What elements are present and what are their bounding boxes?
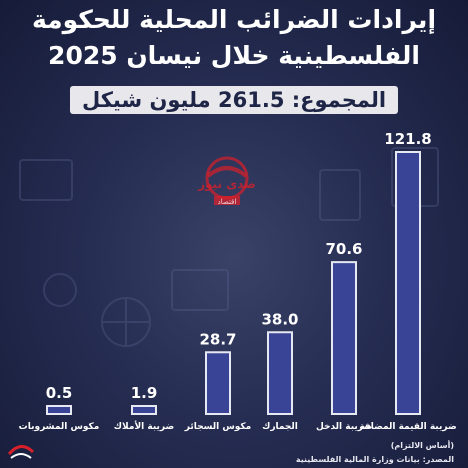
value-label-4: 1.9 [131, 384, 158, 402]
watermark-logo [205, 156, 249, 205]
corner-logo-swoosh-icon [7, 445, 35, 456]
report-icon [319, 169, 361, 221]
value-label-5: 0.5 [46, 384, 73, 402]
category-label-2: الجمارك [262, 422, 298, 432]
tax-card-icon [171, 269, 229, 311]
category-label-3: مكوس السجائر [184, 422, 251, 432]
watermark-sub-text: اقتصاد [218, 198, 237, 206]
corner-logo [7, 445, 35, 459]
bar-2 [267, 331, 293, 415]
value-label-2: 38.0 [261, 310, 298, 328]
watermark-brand-text: صدى نيوز [197, 177, 256, 192]
total-label: المجموع: 261.5 مليون شيكل [69, 86, 399, 114]
footer-source: المصدر: بيانات وزارة المالية الفلسطينية [295, 455, 454, 464]
bar-4 [131, 405, 157, 415]
title-line-1: إيرادات الضرائب المحلية للحكومة [31, 5, 437, 34]
category-label-0: ضريبة القيمة المضافة [359, 422, 456, 432]
title-line-2: الفلسطينية خلال نيسان 2025 [48, 41, 420, 70]
value-label-1: 70.6 [325, 240, 362, 258]
value-label-3: 28.7 [199, 330, 236, 348]
bar-0 [395, 151, 421, 415]
folder-icon [19, 159, 73, 201]
footer-basis: (أساس الالتزام) [390, 441, 454, 450]
bar-1 [331, 261, 357, 415]
globe-icon [101, 297, 151, 347]
coin-icon [43, 273, 77, 307]
category-label-4: ضريبة الأملاك [114, 420, 174, 432]
logo-swoosh-icon [206, 166, 248, 178]
bar-3 [205, 351, 231, 416]
logo-tag-icon [214, 196, 240, 205]
globe-lines [102, 298, 150, 346]
corner-logo-arc-icon [10, 453, 32, 459]
bar-5 [46, 405, 72, 415]
category-label-5: مكوس المشروبات [19, 422, 100, 432]
category-label-1: ضريبة الدخل [316, 422, 372, 432]
value-label-0: 121.8 [384, 130, 431, 148]
total-banner: المجموع: 261.5 مليون شيكل [0, 86, 468, 114]
